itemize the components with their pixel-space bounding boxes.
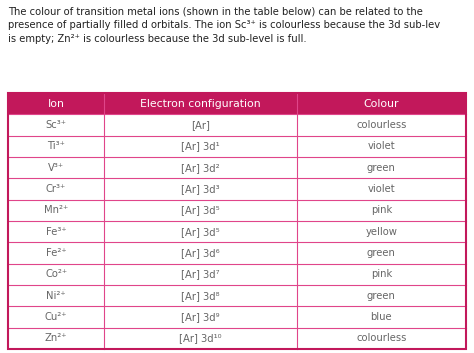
Text: Fe³⁺: Fe³⁺ (46, 227, 66, 237)
Text: [Ar]: [Ar] (191, 120, 210, 130)
Text: [Ar] 3d⁸: [Ar] 3d⁸ (181, 291, 219, 301)
Text: Electron configuration: Electron configuration (140, 99, 261, 109)
Text: Cu²⁺: Cu²⁺ (45, 312, 67, 322)
Text: [Ar] 3d⁹: [Ar] 3d⁹ (181, 312, 219, 322)
Text: [Ar] 3d⁵: [Ar] 3d⁵ (181, 205, 220, 215)
Text: blue: blue (371, 312, 392, 322)
Text: Co²⁺: Co²⁺ (45, 269, 67, 279)
Bar (8, 93, 466, 349)
Text: green: green (367, 163, 396, 173)
Text: [Ar] 3d¹⁰: [Ar] 3d¹⁰ (179, 333, 222, 343)
Text: Fe²⁺: Fe²⁺ (46, 248, 66, 258)
Text: Ion: Ion (48, 99, 64, 109)
Text: [Ar] 3d⁷: [Ar] 3d⁷ (181, 269, 219, 279)
Text: is empty; Zn²⁺ is colourless because the 3d sub-level is full.: is empty; Zn²⁺ is colourless because the… (8, 34, 307, 44)
Text: Mn²⁺: Mn²⁺ (44, 205, 68, 215)
Text: [Ar] 3d³: [Ar] 3d³ (181, 184, 219, 194)
Text: [Ar] 3d¹: [Ar] 3d¹ (181, 141, 219, 151)
Text: violet: violet (367, 141, 395, 151)
Text: colourless: colourless (356, 120, 407, 130)
Text: The colour of transition metal ions (shown in the table below) can be related to: The colour of transition metal ions (sho… (8, 6, 423, 16)
Text: Ti³⁺: Ti³⁺ (47, 141, 65, 151)
Text: Zn²⁺: Zn²⁺ (45, 333, 67, 343)
Text: [Ar] 3d⁶: [Ar] 3d⁶ (181, 248, 219, 258)
Text: [Ar] 3d⁵: [Ar] 3d⁵ (181, 227, 220, 237)
Text: Sc³⁺: Sc³⁺ (46, 120, 66, 130)
Text: green: green (367, 248, 396, 258)
Text: yellow: yellow (365, 227, 397, 237)
Text: pink: pink (371, 205, 392, 215)
Text: colourless: colourless (356, 333, 407, 343)
Text: presence of partially filled d orbitals. The ion Sc³⁺ is colourless because the : presence of partially filled d orbitals.… (8, 20, 440, 30)
Text: violet: violet (367, 184, 395, 194)
Bar (8, 93, 466, 114)
Text: green: green (367, 291, 396, 301)
Text: Ni²⁺: Ni²⁺ (46, 291, 66, 301)
Text: pink: pink (371, 269, 392, 279)
Text: [Ar] 3d²: [Ar] 3d² (181, 163, 219, 173)
Text: Cr³⁺: Cr³⁺ (46, 184, 66, 194)
Text: V³⁺: V³⁺ (48, 163, 64, 173)
Text: Colour: Colour (364, 99, 399, 109)
